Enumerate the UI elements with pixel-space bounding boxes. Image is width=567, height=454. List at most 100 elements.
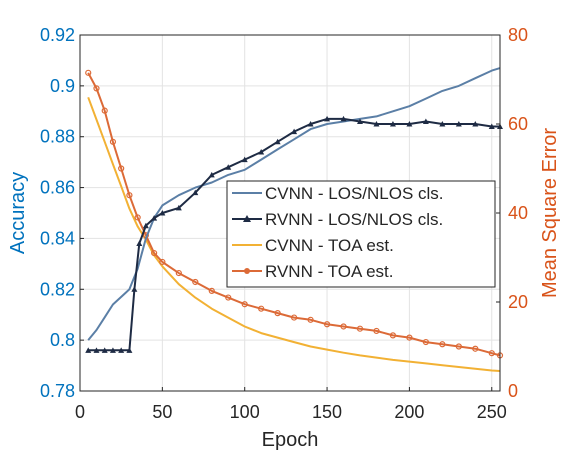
y-left-tick-label: 0.8 [50, 330, 75, 350]
y-right-tick-label: 20 [508, 292, 528, 312]
data-point [93, 347, 100, 353]
legend-label: RVNN - LOS/NLOS cls. [265, 210, 443, 229]
data-point [109, 138, 117, 145]
data-point [151, 215, 158, 221]
y-left-tick-label: 0.86 [40, 178, 75, 198]
data-point [488, 123, 495, 130]
data-point [340, 323, 347, 330]
data-point [422, 338, 429, 346]
series-rvnn_los [85, 115, 503, 353]
y-right-tick-label: 40 [508, 203, 528, 223]
data-point [488, 350, 495, 357]
data-point [373, 327, 380, 335]
data-point [258, 148, 265, 155]
data-point [208, 171, 215, 178]
legend: CVNN - LOS/NLOS cls. RVNN - LOS/NLOS cls… [226, 180, 496, 288]
data-point [208, 287, 215, 294]
data-point [241, 301, 248, 308]
data-point [85, 347, 92, 353]
data-point [307, 316, 314, 323]
data-point [274, 138, 281, 145]
y-left-tick-label: 0.82 [40, 279, 75, 299]
y-left-tick-label: 0.88 [40, 127, 75, 147]
data-point [422, 118, 429, 124]
series-layer [85, 67, 504, 372]
series-line [88, 117, 500, 352]
x-tick-label: 200 [394, 402, 424, 422]
data-point [323, 321, 331, 328]
data-point [225, 294, 232, 301]
data-point [175, 269, 182, 277]
x-axis-label: Epoch [262, 429, 319, 451]
data-point [175, 204, 182, 211]
data-point [356, 325, 364, 332]
data-point [192, 189, 199, 196]
series-line [87, 72, 501, 357]
data-point [118, 347, 125, 353]
legend-entry: RVNN - TOA est. [232, 262, 394, 281]
y-axis-left-label: Accuracy [7, 172, 29, 254]
data-point [291, 314, 298, 321]
x-tick-label: 250 [477, 402, 507, 422]
data-point [225, 164, 232, 170]
data-point [324, 115, 331, 122]
data-point [192, 278, 199, 286]
data-point [472, 121, 479, 127]
data-point [340, 115, 347, 122]
data-point [406, 121, 413, 127]
data-point [389, 121, 396, 127]
legend-entry: CVNN - LOS/NLOS cls. [232, 184, 444, 203]
x-tick-label: 150 [312, 402, 342, 422]
legend-entry: RVNN - LOS/NLOS cls. [232, 210, 443, 229]
y-right-tick-label: 60 [508, 114, 528, 134]
series-line [87, 67, 501, 341]
ticks: 0 50 100 150 200 2500.780.80.820.840.860.880.… [40, 25, 528, 422]
data-point [439, 121, 446, 127]
legend-label: CVNN - LOS/NLOS cls. [265, 184, 444, 203]
data-point [101, 107, 108, 114]
x-tick-label: 100 [230, 402, 260, 422]
data-point [142, 222, 149, 229]
y-left-tick-label: 0.92 [40, 25, 75, 45]
data-point [406, 334, 413, 341]
legend-label: RVNN - TOA est. [265, 262, 394, 281]
data-point [307, 121, 314, 127]
data-point [373, 121, 380, 127]
data-point [134, 214, 141, 221]
y-right-tick-label: 80 [508, 25, 528, 45]
data-point [455, 343, 462, 350]
data-point [159, 258, 166, 266]
data-point [85, 69, 92, 76]
series-line [87, 96, 501, 372]
data-point [109, 347, 116, 353]
data-point [131, 286, 138, 292]
data-point [357, 118, 363, 124]
legend-marker [244, 268, 250, 274]
data-point [439, 341, 446, 348]
data-point [93, 85, 100, 92]
data-point [241, 156, 248, 163]
data-point [136, 240, 143, 247]
x-tick-label: 50 [152, 402, 172, 422]
series-cvnn_toa [87, 96, 501, 372]
y-left-tick-label: 0.78 [40, 381, 75, 401]
data-point [118, 165, 125, 172]
y-axis-right-label: Mean Square Error [539, 128, 561, 298]
data-point [151, 249, 158, 257]
x-tick-label: 0 [75, 402, 85, 422]
y-left-tick-label: 0.9 [50, 76, 75, 96]
legend-box [226, 180, 496, 288]
data-point [159, 210, 166, 216]
data-point [258, 305, 265, 312]
data-point [389, 332, 397, 339]
data-point [126, 192, 133, 199]
data-point [472, 345, 479, 352]
data-point [455, 121, 462, 127]
y-left-tick-label: 0.84 [40, 228, 75, 248]
data-point [101, 347, 108, 353]
data-point [274, 310, 281, 317]
series-cvnn_los [87, 67, 501, 341]
legend-label: CVNN - TOA est. [265, 236, 394, 255]
y-right-tick-label: 0 [508, 381, 518, 401]
